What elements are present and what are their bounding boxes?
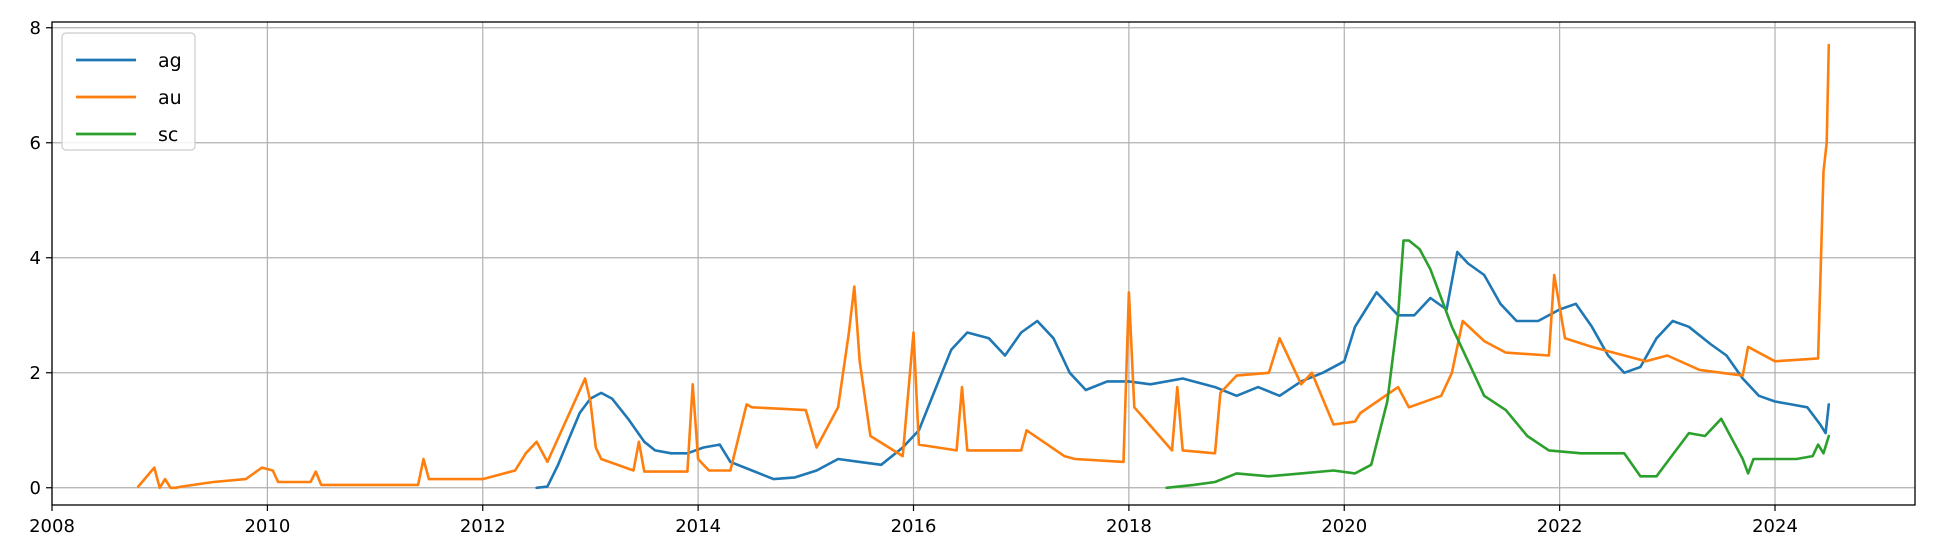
legend: ag au sc (61, 32, 196, 151)
x-tick-label: 2022 (1537, 516, 1583, 537)
grid-lines (51, 22, 1915, 505)
legend-label-sc: sc (158, 124, 178, 146)
axis-ticks: 2008 2010 2012 2014 2016 2018 2020 2022 2024 0 2 4 6… (29, 18, 1798, 537)
x-tick-label: 2008 (29, 516, 75, 537)
legend-label-ag: ag (158, 50, 182, 72)
y-tick-label: 2 (30, 363, 41, 384)
y-tick-label: 6 (30, 133, 41, 154)
legend-box (61, 32, 196, 151)
series-layer (136, 43, 1831, 490)
series-line-au (136, 43, 1831, 490)
x-tick-label: 2020 (1321, 516, 1367, 537)
y-tick-label: 0 (30, 478, 41, 499)
x-tick-label: 2016 (891, 516, 937, 537)
x-tick-label: 2014 (675, 516, 721, 537)
y-tick-label: 8 (30, 18, 41, 39)
y-tick-label: 4 (30, 248, 41, 269)
series-line-ag (535, 250, 1831, 490)
series-line-sc (1165, 239, 1831, 490)
x-tick-label: 2012 (460, 516, 506, 537)
x-tick-label: 2024 (1752, 516, 1798, 537)
x-tick-label: 2018 (1106, 516, 1152, 537)
legend-label-au: au (158, 87, 182, 109)
plot-background (52, 22, 1915, 505)
x-tick-label: 2010 (244, 516, 290, 537)
plot-frame (51, 21, 1916, 506)
